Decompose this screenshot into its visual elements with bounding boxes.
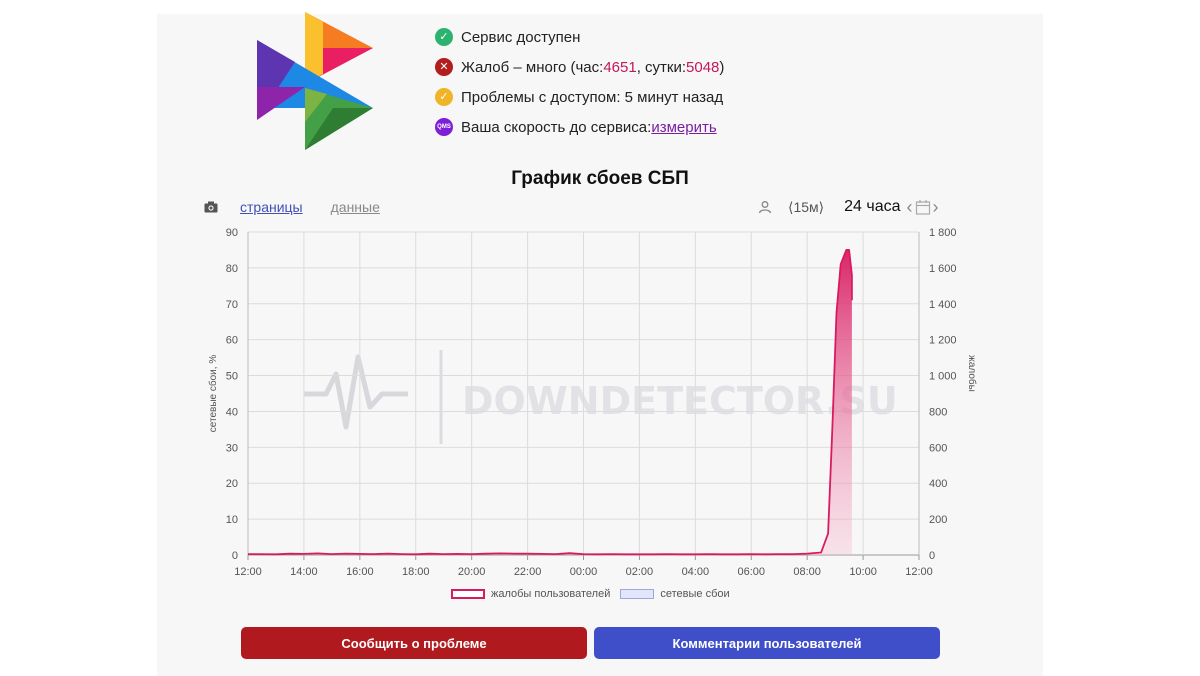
status-available: ✓ Сервис доступен	[435, 22, 724, 52]
x-tick-label: 04:00	[682, 566, 710, 578]
cross-circle-icon: ✕	[435, 58, 453, 76]
y-left-tick-label: 10	[226, 514, 238, 526]
y-right-tick-label: 1 000	[929, 371, 957, 383]
measure-speed-link[interactable]: измерить	[651, 118, 717, 136]
y-left-tick-label: 60	[226, 335, 238, 347]
y-left-tick-label: 30	[226, 442, 238, 454]
x-tick-label: 12:00	[234, 566, 262, 578]
y-left-tick-label: 20	[226, 478, 238, 490]
outage-chart: DOWNDETECTOR.SU 0 0 10 200 20 400 30 600 40 800 50…	[207, 227, 978, 578]
check-circle-icon: ✓	[435, 28, 453, 46]
x-tick-label: 10:00	[849, 566, 877, 578]
complaints-mid: , сутки:	[636, 58, 687, 76]
y-right-tick-label: 600	[929, 442, 947, 454]
user-comments-button[interactable]: Комментарии пользователей	[594, 627, 940, 659]
content-panel	[157, 14, 1043, 676]
complaints-suffix: )	[719, 58, 725, 76]
status-access-problems: ✓ Проблемы с доступом: 5 минут назад	[435, 82, 724, 112]
x-tick-label: 14:00	[290, 566, 318, 578]
chart-title: График сбоев СБП	[511, 168, 689, 189]
x-tick-label: 00:00	[570, 566, 598, 578]
legend-complaints-swatch[interactable]	[451, 589, 485, 599]
y-right-tick-label: 1 400	[929, 299, 957, 311]
watermark: DOWNDETECTOR.SU	[304, 350, 898, 444]
x-tick-label: 06:00	[737, 566, 765, 578]
y-right-tick-label: 800	[929, 406, 947, 418]
interval-selector[interactable]: ⟨15м⟩	[788, 198, 825, 215]
speed-prefix: Ваша скорость до сервиса:	[461, 118, 652, 136]
range-label[interactable]: 24 часа	[844, 198, 901, 215]
y-right-tick-label: 1 800	[929, 227, 957, 239]
legend-outages-swatch[interactable]	[620, 589, 655, 599]
status-speed: QMS Ваша скорость до сервиса: измерить	[435, 112, 724, 142]
y-left-tick-label: 0	[232, 550, 238, 562]
complaints-line	[247, 249, 853, 556]
tab-pages[interactable]: страницы	[240, 199, 303, 215]
y-right-tick-label: 200	[929, 514, 947, 526]
x-tick-label: 20:00	[458, 566, 486, 578]
tab-data[interactable]: данные	[330, 199, 380, 215]
x-tick-label: 02:00	[626, 566, 654, 578]
chart-toolbar-right: ⟨15м⟩ 24 часа ‹ ›	[758, 198, 939, 216]
x-tick-label: 12:00	[905, 566, 933, 578]
x-tick-label: 22:00	[514, 566, 542, 578]
access-problems-text: Проблемы с доступом: 5 минут назад	[461, 88, 724, 106]
x-tick-label: 16:00	[346, 566, 374, 578]
y-right-tick-label: 1 200	[929, 335, 957, 347]
y-axis-right-label: жалобы	[966, 355, 978, 392]
prev-range-button[interactable]: ‹	[906, 197, 913, 217]
camera-icon[interactable]	[204, 201, 218, 213]
warning-check-icon: ✓	[435, 88, 453, 106]
y-right-tick-label: 1 600	[929, 263, 957, 275]
y-axis-left-label: сетевые сбои, %	[207, 355, 219, 433]
legend-outages-label[interactable]: сетевые сбои	[660, 588, 730, 600]
status-complaints: ✕ Жалоб – много (час: 4651 , сутки: 5048…	[435, 52, 724, 82]
y-right-tick-label: 0	[929, 550, 935, 562]
y-left-tick-label: 70	[226, 299, 238, 311]
legend-complaints-label[interactable]: жалобы пользователей	[491, 588, 611, 600]
watermark-text: DOWNDETECTOR.SU	[462, 379, 898, 423]
status-list: ✓ Сервис доступен ✕ Жалоб – много (час: …	[435, 22, 724, 142]
chart-toolbar-left: страницы данные	[204, 199, 380, 215]
service-logo	[257, 12, 373, 150]
user-icon[interactable]	[758, 200, 772, 214]
chart-axes: 0 0 10 200 20 400 30 600 40 800 50 1 000 60 1 200 70 1 …	[226, 227, 957, 578]
chart-series	[247, 249, 853, 556]
complaints-day-count: 5048	[686, 58, 720, 76]
complaints-prefix: Жалоб – много (час:	[461, 58, 604, 76]
y-left-tick-label: 80	[226, 263, 238, 275]
chart-grid	[247, 231, 920, 556]
complaints-hour-count: 4651	[603, 58, 637, 76]
x-tick-label: 18:00	[402, 566, 430, 578]
status-available-text: Сервис доступен	[461, 28, 581, 46]
calendar-icon[interactable]	[915, 199, 931, 215]
chart-legend: жалобы пользователей сетевые сбои	[451, 588, 730, 600]
y-left-tick-label: 40	[226, 406, 238, 418]
y-left-tick-label: 50	[226, 371, 238, 383]
y-right-tick-label: 400	[929, 478, 947, 490]
report-problem-button[interactable]: Сообщить о проблеме	[241, 627, 587, 659]
x-tick-label: 08:00	[793, 566, 821, 578]
next-range-button[interactable]: ›	[932, 197, 939, 217]
y-left-tick-label: 90	[226, 227, 238, 239]
qms-icon: QMS	[435, 118, 453, 136]
